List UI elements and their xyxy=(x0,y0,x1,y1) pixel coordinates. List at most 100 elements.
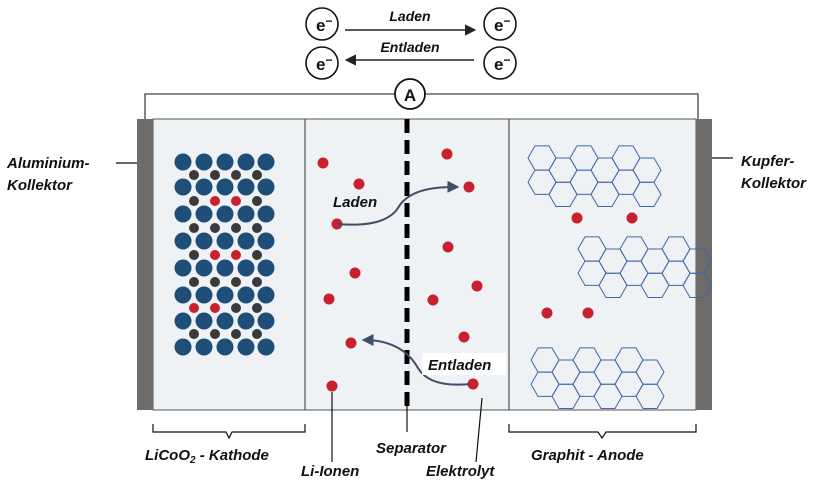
cathode-atom xyxy=(174,153,192,171)
aluminium-collector-plate xyxy=(137,119,153,410)
cathode-dark-atom xyxy=(210,170,220,180)
electrolyte-pointer xyxy=(475,397,483,463)
cathode-dark-atom xyxy=(252,277,262,287)
cathode-atom xyxy=(237,338,255,356)
cathode-atom xyxy=(237,259,255,277)
cathode-dark-atom xyxy=(231,329,241,339)
cathode-atom xyxy=(216,312,234,330)
charge-flow-label: Laden xyxy=(333,194,377,211)
discharge-flow-label-box: Entladen xyxy=(422,353,506,375)
cathode-lattice xyxy=(174,153,275,356)
cathode-dark-atom xyxy=(231,170,241,180)
cathode-atom xyxy=(174,312,192,330)
cathode-atom xyxy=(195,153,213,171)
cathode-atom xyxy=(237,312,255,330)
li-ions-label: Li-Ionen xyxy=(301,463,359,480)
cathode-dark-atom xyxy=(189,277,199,287)
cathode-dark-atom xyxy=(189,196,199,206)
cathode-dark-atom xyxy=(210,223,220,233)
cathode-dark-atom xyxy=(252,329,262,339)
cathode-atom xyxy=(216,153,234,171)
svg-text:e−: e− xyxy=(494,53,510,74)
cathode-atom xyxy=(237,153,255,171)
li-ion-dot xyxy=(626,212,638,224)
cathode-dark-atom xyxy=(252,196,262,206)
cathode-atom xyxy=(257,312,275,330)
cathode-atom xyxy=(195,178,213,196)
electron-bottom-left: e− xyxy=(305,46,339,80)
li-ion-dot xyxy=(541,307,553,319)
li-ion-dot xyxy=(345,337,357,349)
graphite-hexagon xyxy=(635,383,665,409)
svg-text:A: A xyxy=(404,86,416,105)
li-ion-dot xyxy=(471,280,483,292)
cathode-dark-atom xyxy=(252,250,262,260)
li-ion-dot xyxy=(210,196,220,206)
cathode-atom xyxy=(174,259,192,277)
discharge-flow-arrow xyxy=(361,334,471,386)
cathode-dark-atom xyxy=(189,329,199,339)
electron-bottom-right: e− xyxy=(483,46,517,80)
cathode-atom xyxy=(216,178,234,196)
cathode-atom xyxy=(257,205,275,223)
cathode-atom xyxy=(257,232,275,250)
cathode-atom xyxy=(237,178,255,196)
cathode-atom xyxy=(174,178,192,196)
cathode-dark-atom xyxy=(189,250,199,260)
cathode-dark-atom xyxy=(252,223,262,233)
li-ion-dot xyxy=(210,303,220,313)
svg-text:e−: e− xyxy=(316,14,332,35)
cathode-dark-atom xyxy=(231,223,241,233)
right-collector-label: Kupfer- Kollektor xyxy=(741,153,807,192)
li-ion-dot xyxy=(571,212,583,224)
anode-brace xyxy=(508,424,697,440)
svg-text:e−: e− xyxy=(316,53,332,74)
li-ion-dot xyxy=(427,294,439,306)
li-ion-dot xyxy=(442,241,454,253)
li-ion-dot xyxy=(353,178,365,190)
cathode-atom xyxy=(237,286,255,304)
cathode-atom xyxy=(195,232,213,250)
discharge-arrow-label: Entladen xyxy=(380,39,439,55)
li-ion-dot xyxy=(349,267,361,279)
svg-text:e−: e− xyxy=(494,14,510,35)
cathode-dark-atom xyxy=(231,277,241,287)
charge-flow-arrow xyxy=(336,180,460,226)
cathode-dark-atom xyxy=(252,170,262,180)
li-ion-dot xyxy=(441,148,453,160)
cathode-atom xyxy=(257,338,275,356)
anode-label: Graphit - Anode xyxy=(531,447,644,464)
cathode-dark-atom xyxy=(252,303,262,313)
cathode-atom xyxy=(195,312,213,330)
left-collector-label: Aluminium- Kollektor xyxy=(6,155,94,194)
li-ion-dot xyxy=(231,196,241,206)
electron-top-right: e− xyxy=(483,7,517,41)
graphite-hexagon xyxy=(682,272,712,298)
li-ion-dot xyxy=(189,303,199,313)
cathode-brace xyxy=(152,424,306,440)
cathode-atom xyxy=(174,205,192,223)
cathode-label: LiCoO2 - Kathode xyxy=(145,447,269,466)
electrolyte-label: Elektrolyt xyxy=(426,463,495,480)
li-ion-dot xyxy=(323,293,335,305)
cathode-atom xyxy=(216,205,234,223)
cathode-dark-atom xyxy=(210,329,220,339)
cathode-atom xyxy=(257,259,275,277)
cathode-dark-atom xyxy=(210,277,220,287)
cathode-atom xyxy=(174,338,192,356)
cathode-atom xyxy=(237,205,255,223)
li-ion-dot xyxy=(231,250,241,260)
cathode-atom xyxy=(195,338,213,356)
graphite-hexagon xyxy=(632,181,662,207)
graphite-layers xyxy=(527,145,712,409)
cathode-dark-atom xyxy=(189,170,199,180)
li-ion-dot xyxy=(458,331,470,343)
li-ion-dot xyxy=(210,250,220,260)
ammeter: A xyxy=(394,78,426,110)
cathode-atom xyxy=(216,259,234,277)
cathode-dark-atom xyxy=(189,223,199,233)
li-ion-dot xyxy=(463,181,475,193)
cathode-atom xyxy=(195,205,213,223)
cathode-dark-atom xyxy=(231,303,241,313)
